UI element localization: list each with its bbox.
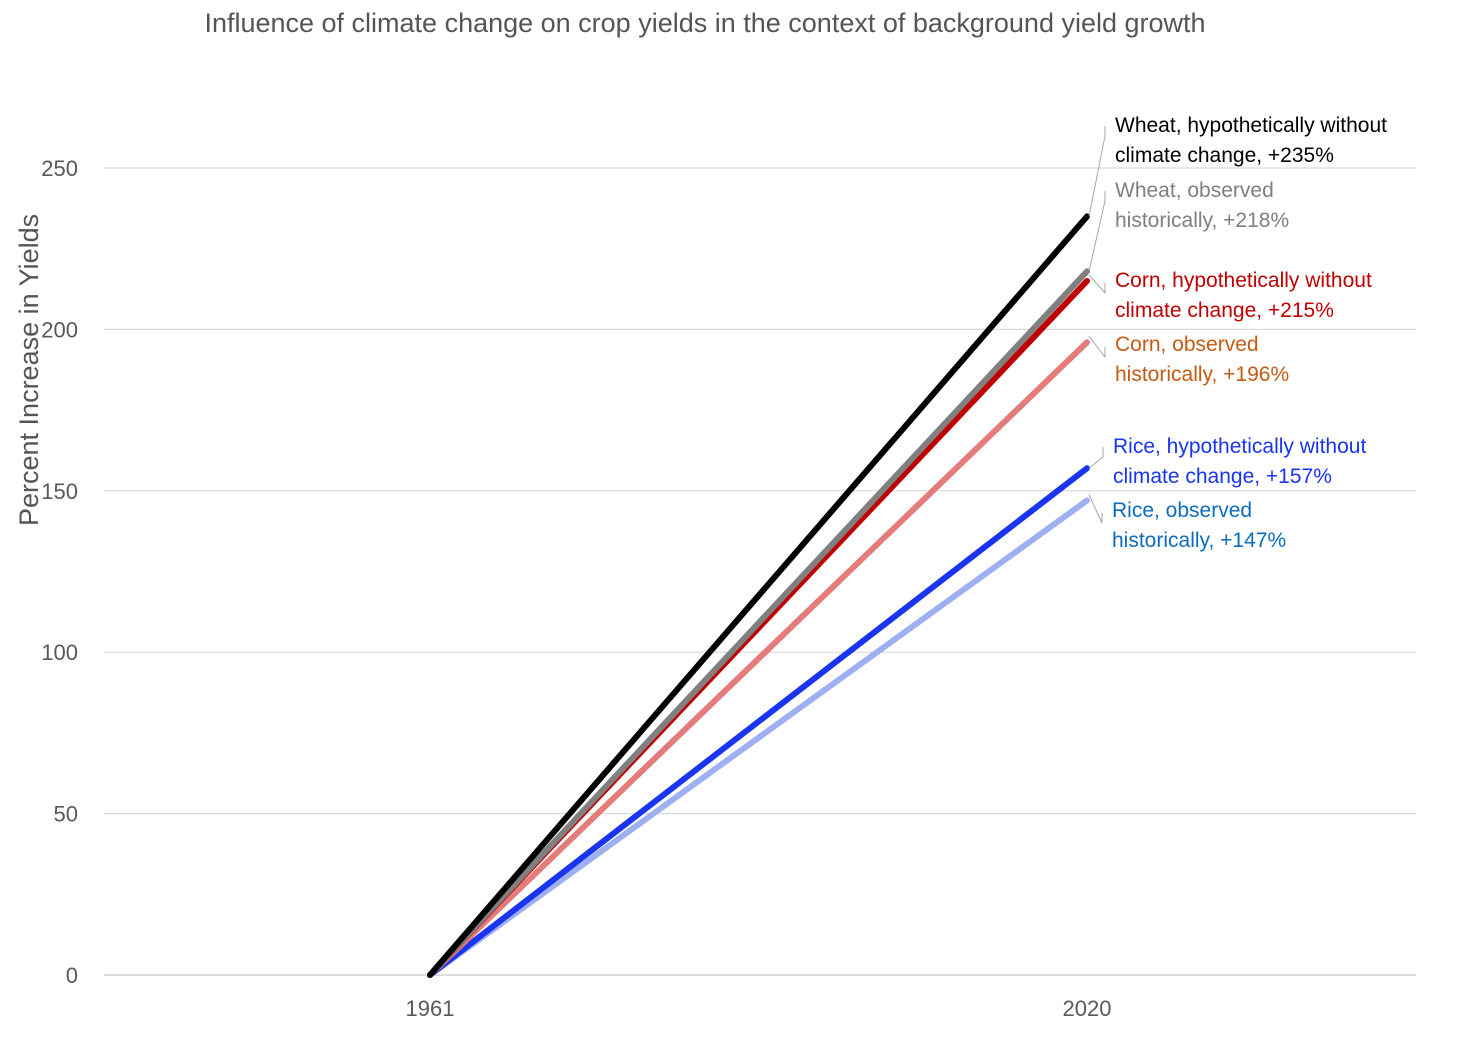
series-data-label: Corn, observed (1115, 333, 1259, 356)
series-data-label: climate change, +215% (1115, 299, 1334, 322)
series-data-label: climate change, +157% (1113, 465, 1332, 488)
series-data-label: historically, +196% (1115, 363, 1289, 386)
series-data-label: Corn, hypothetically without (1115, 269, 1372, 292)
label-leader-line (1088, 126, 1106, 217)
series-data-label: climate change, +235% (1115, 144, 1334, 167)
label-leader-line (1088, 191, 1106, 272)
y-tick-label: 150 (41, 479, 78, 504)
series-line-0 (427, 213, 1090, 978)
series-line-5 (427, 497, 1090, 978)
label-leader-line (1088, 274, 1106, 295)
series-data-label: Rice, observed (1112, 499, 1252, 522)
x-tick-label: 1961 (406, 996, 455, 1021)
series-data-label: historically, +218% (1115, 209, 1289, 232)
y-tick-label: 200 (41, 317, 78, 342)
y-tick-label: 50 (54, 802, 78, 827)
series-line-3 (427, 339, 1090, 978)
series-data-label: Wheat, observed (1115, 179, 1274, 202)
label-leader-line (1088, 494, 1103, 524)
y-tick-label: 0 (66, 963, 78, 988)
y-tick-label: 250 (41, 156, 78, 181)
label-leader-line (1088, 447, 1104, 469)
series-line-1 (427, 268, 1090, 978)
series-data-label: Wheat, hypothetically without (1115, 114, 1387, 137)
series-line-4 (427, 465, 1090, 978)
series-data-label: Rice, hypothetically without (1113, 435, 1366, 458)
x-tick-label: 2020 (1063, 996, 1112, 1021)
series-data-label: historically, +147% (1112, 529, 1286, 552)
chart-title: Influence of climate change on crop yiel… (204, 8, 1206, 38)
label-leader-line (1088, 336, 1106, 359)
y-tick-label: 100 (41, 640, 78, 665)
